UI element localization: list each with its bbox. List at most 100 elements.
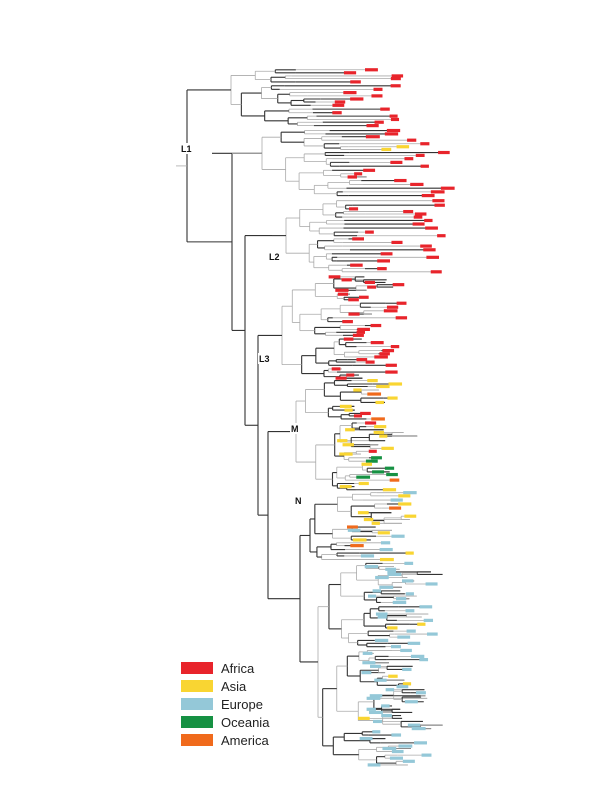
tip-label-africa xyxy=(424,218,433,223)
tip-label-africa xyxy=(365,360,375,364)
tip-label-africa xyxy=(430,270,442,274)
tip-label-europe xyxy=(372,589,382,593)
tip-label-europe xyxy=(407,723,421,727)
tip-label-asia xyxy=(352,538,367,542)
clade-label-l1: L1 xyxy=(181,144,192,154)
tip-label-africa xyxy=(432,199,445,203)
tip-label-europe xyxy=(360,554,375,558)
tip-label-europe xyxy=(426,632,438,636)
tip-label-africa xyxy=(374,355,388,359)
tip-label-europe xyxy=(373,719,382,724)
legend-item-africa: Africa xyxy=(181,659,269,677)
tip-label-asia xyxy=(404,514,417,518)
tip-label-africa xyxy=(353,414,363,418)
tip-label-america xyxy=(389,478,400,482)
tip-label-america xyxy=(371,417,385,421)
tip-label-europe xyxy=(366,696,381,700)
tip-label-oceania xyxy=(371,456,382,460)
tip-label-europe xyxy=(411,726,426,731)
tip-label-africa xyxy=(370,341,384,345)
tip-label-asia xyxy=(396,145,410,149)
tip-label-europe xyxy=(369,664,381,668)
tip-label-africa xyxy=(343,71,357,75)
tip-label-europe xyxy=(372,730,381,734)
tip-label-asia xyxy=(417,622,426,626)
tip-label-asia xyxy=(339,452,353,456)
legend-swatch xyxy=(181,680,213,692)
tip-label-africa xyxy=(386,128,401,133)
tip-label-africa xyxy=(423,248,436,252)
tip-label-africa xyxy=(379,352,390,356)
tip-label-africa xyxy=(356,330,366,334)
tip-label-africa xyxy=(365,135,380,139)
legend: Africa Asia Europe Oceania America xyxy=(181,659,269,749)
tip-label-europe xyxy=(377,615,387,619)
legend-label: Asia xyxy=(221,678,247,694)
tip-label-asia xyxy=(387,396,398,400)
tip-label-africa xyxy=(415,153,425,157)
tip-label-africa xyxy=(420,142,430,146)
clade-label-m: M xyxy=(291,424,299,434)
tip-label-africa xyxy=(426,255,440,259)
tip-label-africa xyxy=(396,301,407,305)
tip-label-europe xyxy=(392,600,407,605)
tip-label-africa xyxy=(377,267,387,271)
tip-label-europe xyxy=(375,575,389,580)
tip-label-africa xyxy=(346,373,355,377)
tip-label-africa xyxy=(359,295,369,299)
tip-label-oceania xyxy=(365,459,378,463)
tip-label-africa xyxy=(354,172,363,176)
tip-label-asia xyxy=(405,551,414,555)
tip-label-asia xyxy=(388,674,398,678)
tip-label-africa xyxy=(385,363,397,367)
tip-label-africa xyxy=(332,111,342,115)
tip-label-europe xyxy=(389,756,403,760)
tip-label-africa xyxy=(395,316,408,320)
tip-label-africa xyxy=(348,312,360,316)
tip-label-africa xyxy=(390,117,400,122)
tip-label-asia xyxy=(374,425,387,429)
tip-label-europe xyxy=(364,565,379,569)
tip-label-asia xyxy=(402,682,412,686)
tip-label-asia xyxy=(353,388,362,392)
tip-label-africa xyxy=(421,193,435,198)
tip-label-asia xyxy=(377,531,390,535)
tip-label-europe xyxy=(379,585,394,589)
legend-swatch xyxy=(181,734,213,746)
tip-label-europe xyxy=(347,528,361,532)
tip-label-asia xyxy=(339,404,352,408)
tip-label-africa xyxy=(377,259,391,263)
tip-label-africa xyxy=(367,285,377,289)
tip-label-africa xyxy=(331,367,341,371)
tip-label-africa xyxy=(371,94,383,98)
legend-label: Oceania xyxy=(221,714,270,730)
tip-label-asia xyxy=(376,384,390,389)
tip-label-africa xyxy=(404,157,414,161)
tip-label-africa xyxy=(425,226,438,230)
tip-label-africa xyxy=(364,68,378,72)
tip-label-europe xyxy=(421,753,432,757)
legend-label: Africa xyxy=(221,660,255,676)
tip-label-europe xyxy=(401,579,414,583)
tip-label-africa xyxy=(384,132,399,136)
tip-label-africa xyxy=(380,252,393,256)
tip-label-asia xyxy=(381,446,394,450)
tip-label-europe xyxy=(402,667,412,672)
legend-item-oceania: Oceania xyxy=(181,713,269,731)
tip-label-africa xyxy=(407,138,417,142)
tip-label-africa xyxy=(334,100,346,104)
tip-label-asia xyxy=(375,400,384,405)
tip-label-africa xyxy=(382,349,395,353)
tip-label-africa xyxy=(420,244,432,248)
tip-label-europe xyxy=(390,645,401,649)
tip-label-america xyxy=(389,506,402,510)
tip-label-asia xyxy=(361,462,372,466)
tip-label-africa xyxy=(389,114,398,118)
tip-label-america xyxy=(347,525,358,529)
tip-label-asia xyxy=(357,511,369,515)
tip-label-europe xyxy=(366,707,376,711)
tip-label-oceania xyxy=(386,472,398,477)
tip-label-africa xyxy=(350,97,364,101)
tip-label-europe xyxy=(387,570,396,574)
tip-label-europe xyxy=(400,648,412,653)
